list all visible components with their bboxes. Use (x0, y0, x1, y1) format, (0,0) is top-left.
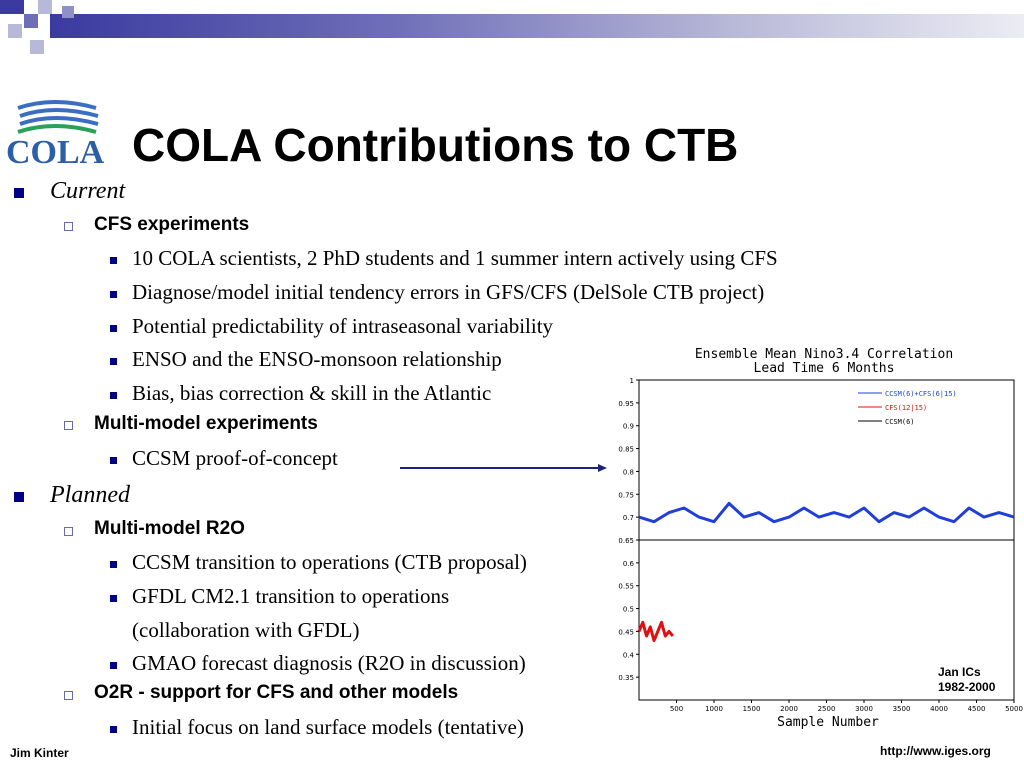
x-tick-label: 4500 (968, 705, 986, 713)
group-cfs-experiments: CFS experiments (94, 214, 250, 235)
chart-title: Ensemble Mean Nino3.4 Correlation (695, 347, 953, 362)
header-square-6 (62, 6, 74, 18)
series-line-2 (637, 620, 674, 643)
y-tick-label: 1 (630, 377, 634, 385)
footer-author: Jim Kinter (10, 746, 69, 760)
level3-bullet (110, 257, 117, 264)
list-item: CCSM transition to operations (CTB propo… (132, 550, 527, 574)
group-o2r: O2R - support for CFS and other models (94, 682, 459, 703)
list-item-continuation: (collaboration with GFDL) (132, 618, 360, 642)
header-square-3 (38, 0, 52, 14)
y-tick-label: 0.75 (618, 491, 634, 499)
header-gradient-band (50, 14, 1024, 38)
y-tick-label: 0.7 (623, 514, 634, 522)
annotation-line-1: Jan ICs (938, 665, 981, 679)
section-current: Current (50, 178, 126, 204)
level2-bullet (64, 691, 73, 700)
level1-bullet-planned (14, 492, 24, 502)
arrow-to-chart (400, 464, 607, 472)
list-item: CCSM proof-of-concept (132, 446, 338, 470)
level3-bullet (110, 662, 117, 669)
level3-bullet (110, 325, 117, 332)
y-tick-label: 0.9 (623, 423, 634, 431)
legend-label: CFS(12|15) (885, 404, 927, 412)
x-tick-label: 2000 (780, 705, 798, 713)
level3-bullet (110, 358, 117, 365)
x-tick-label: 2500 (818, 705, 836, 713)
x-tick-label: 5000 (1005, 705, 1023, 713)
group-multi-model-experiments: Multi-model experiments (94, 413, 318, 434)
level3-bullet (110, 595, 117, 602)
chart-annotation: Jan ICs 1982-2000 (938, 665, 995, 695)
cola-logo (17, 100, 99, 134)
y-tick-label: 0.95 (618, 400, 634, 408)
level3-bullet (110, 457, 117, 464)
list-item: ENSO and the ENSO-monsoon relationship (132, 347, 502, 371)
level3-bullet (110, 291, 117, 298)
chart-xlabel: Sample Number (777, 715, 879, 730)
list-item: Potential predictability of intraseasona… (132, 314, 554, 338)
level2-bullet (64, 527, 73, 536)
header-square-2 (24, 14, 38, 28)
y-tick-label: 0.4 (623, 651, 635, 659)
x-tick-label: 4000 (930, 705, 948, 713)
y-tick-label: 0.5 (623, 606, 634, 614)
header-square-5 (30, 40, 44, 54)
logo-text: COLA (6, 134, 105, 171)
level2-bullet (64, 421, 73, 430)
list-item: Diagnose/model initial tendency errors i… (132, 280, 765, 304)
x-tick-label: 1500 (743, 705, 761, 713)
annotation-line-2: 1982-2000 (938, 680, 996, 694)
legend-label: CCSM(6) (885, 418, 915, 426)
y-tick-label: 0.85 (618, 446, 634, 454)
level3-bullet (110, 561, 117, 568)
list-item: GMAO forecast diagnosis (R2O in discussi… (132, 651, 526, 675)
level3-bullet (110, 392, 117, 399)
list-item: 10 COLA scientists, 2 PhD students and 1… (132, 246, 778, 270)
list-item: Initial focus on land surface models (te… (132, 715, 524, 739)
header-square-4 (8, 24, 22, 38)
slide-title: COLA Contributions to CTB (132, 119, 739, 171)
x-tick-label: 1000 (705, 705, 723, 713)
footer-url[interactable]: http://www.iges.org (880, 744, 991, 758)
y-tick-label: 0.55 (618, 583, 634, 591)
y-tick-label: 0.8 (623, 468, 634, 476)
y-tick-label: 0.35 (618, 674, 634, 682)
level1-bullet-current (14, 188, 24, 198)
nino34-correlation-chart: Ensemble Mean Nino3.4 Correlation Lead T… (618, 347, 1023, 730)
x-tick-label: 500 (670, 705, 683, 713)
header-square-1 (0, 0, 24, 14)
x-tick-label: 3500 (893, 705, 911, 713)
section-planned: Planned (50, 482, 130, 508)
list-item: Bias, bias correction & skill in the Atl… (132, 381, 492, 405)
level3-bullet (110, 726, 117, 733)
y-tick-label: 0.45 (618, 628, 634, 636)
level2-bullet (64, 222, 73, 231)
y-tick-label: 0.65 (618, 537, 634, 545)
x-tick-label: 3000 (855, 705, 873, 713)
group-multi-model-r2o: Multi-model R2O (94, 518, 245, 539)
chart-subtitle: Lead Time 6 Months (754, 361, 895, 376)
legend-label: CCSM(6)+CFS(6|15) (885, 390, 957, 398)
y-tick-label: 0.6 (623, 560, 635, 568)
series-line-1 (638, 501, 1015, 524)
list-item: GFDL CM2.1 transition to operations (132, 584, 450, 608)
